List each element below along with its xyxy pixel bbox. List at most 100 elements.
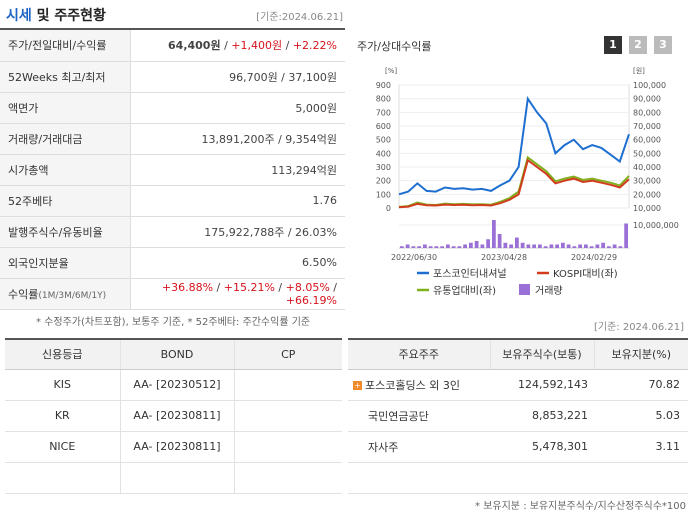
col-header: 신용등급 (5, 338, 120, 370)
volume-bar (417, 246, 421, 248)
volume-bar (509, 244, 513, 248)
y-right-unit: [원] (633, 66, 645, 75)
chart-title: 주가/상대수익률 (357, 40, 432, 53)
table-row: 수익률(1M/3M/6M/1Y) +36.88% / +15.21% / +8.… (0, 278, 345, 310)
y-left-tick-label: 0 (386, 204, 391, 213)
volume-bar (520, 242, 525, 248)
table-row: 액면가 5,000원 (0, 92, 345, 124)
table-row: 발행주식수/유동비율 175,922,788주 / 26.03% (0, 216, 345, 248)
period-button-2[interactable]: 2 (629, 36, 647, 54)
y-right-tick-label: 100,000 (633, 81, 666, 90)
holder-name: 포스코홀딩스 외 3인 (365, 378, 460, 392)
table-row: NICE AA- [20230811] (5, 431, 342, 463)
quote-table: 주가/전일대비/수익률 64,400원 / +1,400원 / +2.22% 5… (0, 30, 345, 310)
y-volume-tick-label: 10,000,000 (633, 221, 679, 230)
table-row (348, 462, 688, 494)
volume-bar (463, 244, 467, 248)
col-header: 보유주식수(보통) (489, 338, 594, 370)
y-right-tick-label: 90,000 (633, 95, 661, 104)
row-label: 52주베타 (0, 185, 131, 217)
row-label: 거래량/거래대금 (0, 123, 131, 155)
volume-bar (624, 223, 628, 248)
returns-value: +36.88% / +15.21% / +8.05% / +66.19% (130, 278, 345, 310)
y-left-tick-label: 400 (376, 149, 391, 158)
period-button-1[interactable]: 1 (604, 36, 622, 54)
y-right-tick-label: 40,000 (633, 163, 661, 172)
row-value: 13,891,200주 / 9,354억원 (130, 123, 345, 155)
volume-bar (607, 246, 611, 248)
volume-bar (589, 246, 594, 248)
y-right-tick-label: 80,000 (633, 108, 661, 117)
volume-bar (400, 246, 404, 248)
table-row: 시가총액 113,294억원 (0, 154, 345, 186)
y-right-tick-label: 10,000 (633, 204, 661, 213)
table-row (5, 462, 342, 494)
volume-bar (503, 242, 508, 248)
y-left-tick-label: 700 (376, 108, 391, 117)
shareholders-table: 주요주주 보유주식수(보통) 보유지분(%) + 포스코홀딩스 외 3인 124,… (348, 338, 688, 494)
legend-swatch (519, 284, 530, 295)
period-button-3[interactable]: 3 (654, 36, 672, 54)
volume-bar (497, 234, 502, 248)
col-header: BOND (119, 338, 234, 370)
volume-bar (492, 220, 496, 248)
y-right-tick-label: 70,000 (633, 122, 661, 131)
holders-base-date: [기준: 2024.06.21] (593, 322, 684, 333)
y-left-tick-label: 600 (376, 122, 391, 131)
credit-rating-table: 신용등급 BOND CP KIS AA- [20230512] KR AA- [20… (5, 338, 342, 494)
y-left-tick-label: 800 (376, 95, 391, 104)
table-row: 거래량/거래대금 13,891,200주 / 9,354억원 (0, 123, 345, 155)
volume-bar (405, 244, 410, 248)
volume-bar (561, 242, 565, 248)
table-row: 주가/전일대비/수익률 64,400원 / +1,400원 / +2.22% (0, 30, 345, 62)
volume-bar (486, 239, 490, 248)
divider (0, 28, 345, 30)
volume-bar (601, 242, 605, 248)
volume-bar (612, 244, 617, 248)
legend-label: 거래량 (535, 285, 563, 297)
y-right-tick-label: 20,000 (633, 190, 661, 199)
volume-bar (538, 244, 542, 248)
row-label: 주가/전일대비/수익률 (0, 30, 131, 62)
holders-footnote: * 보유지분 : 보유지분주식수/지수산정주식수*100 (475, 501, 686, 512)
section-title: 시세 및 주주현황 (6, 8, 106, 24)
table-row: 자사주 5,478,301 3.11 (348, 431, 688, 463)
col-header: 보유지분(%) (593, 338, 688, 370)
table-row: 국민연금공단 8,853,221 5.03 (348, 400, 688, 432)
price-chart: 900 800 700 600 500 400 300 200 100 0 100,000 90,00… (376, 66, 679, 297)
volume-bar (595, 244, 600, 248)
base-date: [기준:2024.06.21] (256, 12, 343, 23)
expand-icon[interactable]: + (353, 381, 362, 390)
row-value: 6.50% (130, 247, 345, 279)
volume-bar (532, 244, 536, 248)
y-right-tick-label: 60,000 (633, 136, 661, 145)
y-right-tick-label: 30,000 (633, 177, 661, 186)
row-label: 수익률(1M/3M/6M/1Y) (0, 278, 131, 310)
holder-name: 국민연금공단 (348, 400, 490, 432)
x-tick-label: 2024/02/29 (571, 253, 617, 262)
row-value: 96,700원 / 37,100원 (130, 61, 345, 93)
series-line (398, 95, 630, 196)
y-left-tick-label: 300 (376, 163, 391, 172)
volume-bar (566, 244, 571, 248)
volume-bar (469, 242, 473, 248)
x-tick-label: 2022/06/30 (391, 253, 437, 262)
y-right-tick-label: 50,000 (633, 149, 661, 158)
volume-bar (578, 244, 582, 248)
table-row: 52Weeks 최고/최저 96,700원 / 37,100원 (0, 61, 345, 93)
table-row: + 포스코홀딩스 외 3인 124,592,143 70.82 (348, 369, 688, 401)
volume-bar (526, 244, 531, 248)
legend-label: KOSPI대비(좌) (553, 268, 618, 280)
y-left-tick-label: 500 (376, 136, 391, 145)
volume-bar (411, 246, 416, 248)
y-left-tick-label: 100 (376, 190, 391, 199)
volume-bar (440, 246, 444, 248)
y-left-tick-label: 900 (376, 81, 391, 90)
row-label: 52Weeks 최고/최저 (0, 61, 131, 93)
legend-label: 포스코인터내셔널 (433, 268, 507, 280)
col-header: 주요주주 (348, 338, 490, 370)
volume-bar (428, 246, 433, 248)
volume-bar (480, 244, 485, 248)
volume-bar (451, 246, 456, 248)
table-row: 외국인지분율 6.50% (0, 247, 345, 279)
